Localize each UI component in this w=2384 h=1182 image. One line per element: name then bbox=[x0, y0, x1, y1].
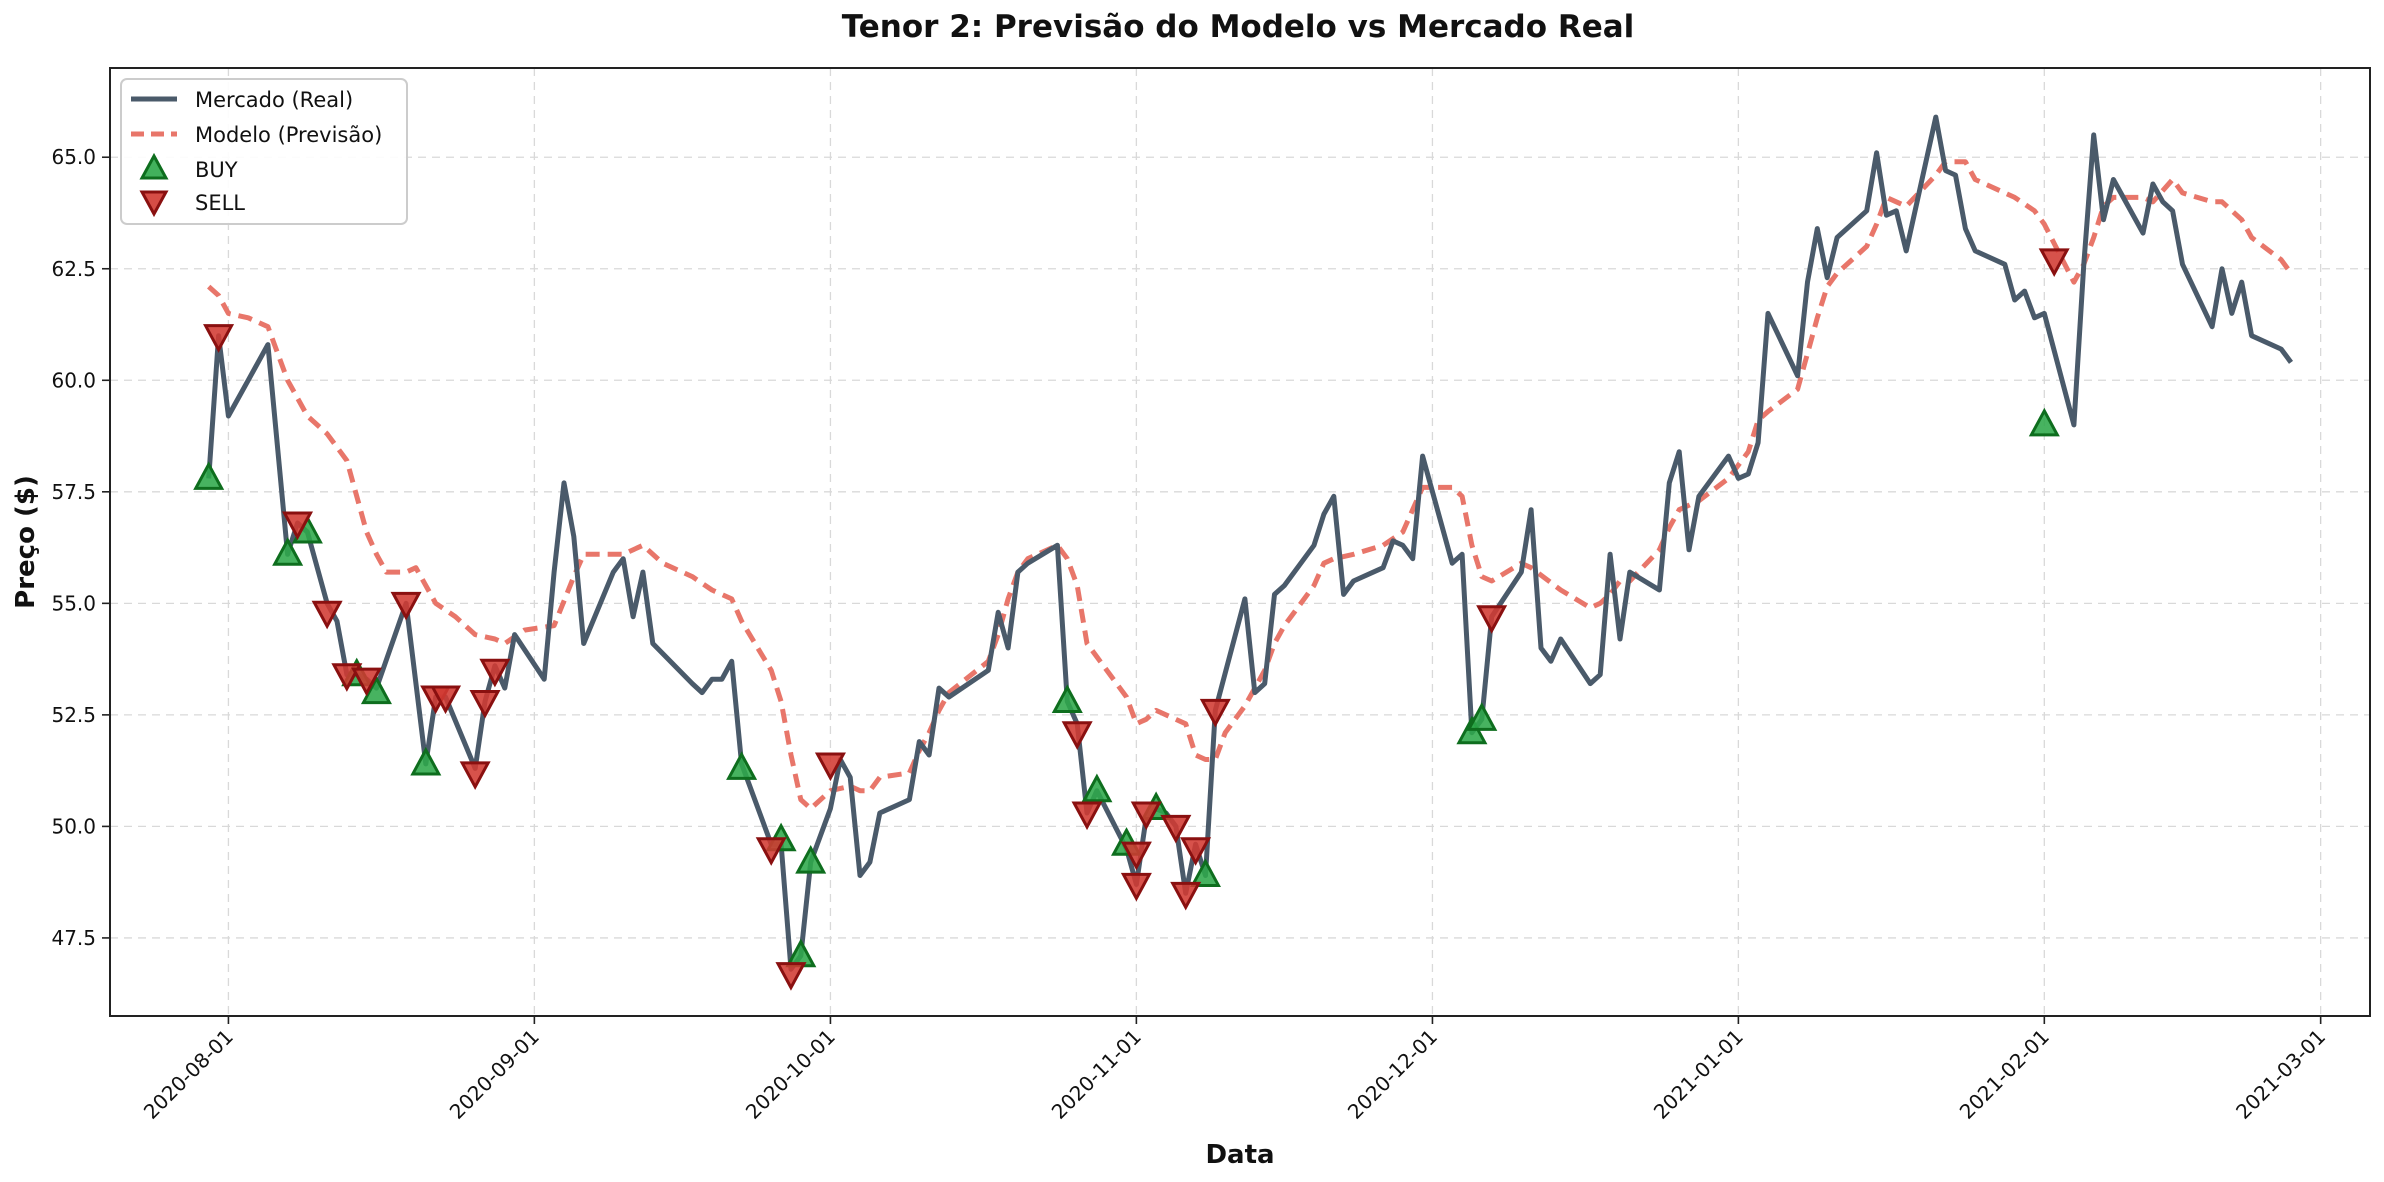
sell-signal-marker bbox=[1061, 721, 1093, 750]
signal-markers-layer bbox=[193, 248, 2070, 991]
chart-title: Tenor 2: Previsão do Modelo vs Mercado R… bbox=[842, 9, 1635, 45]
sell-signal-marker bbox=[1180, 837, 1212, 866]
y-tick-label: 65.0 bbox=[51, 145, 96, 169]
sell-signal-marker bbox=[459, 761, 491, 791]
sell-signal-marker bbox=[390, 591, 422, 621]
sell-signal-marker bbox=[203, 324, 235, 353]
sell-signal-marker bbox=[1130, 801, 1162, 831]
buy-signal-marker bbox=[410, 746, 442, 776]
sell-signal-marker bbox=[775, 962, 807, 991]
model-forecast-line bbox=[207, 159, 2294, 812]
sell-signal-marker bbox=[1071, 801, 1103, 831]
buy-signal-marker bbox=[360, 675, 392, 705]
legend-sell-label: SELL bbox=[195, 191, 245, 215]
sell-signal-marker bbox=[479, 658, 511, 688]
sell-signal-marker bbox=[814, 752, 846, 782]
sell-signal-marker bbox=[755, 837, 787, 866]
y-axis-label: Preço ($) bbox=[11, 475, 41, 609]
legend-buy-marker bbox=[139, 152, 169, 180]
buy-signal-marker bbox=[1189, 858, 1221, 887]
sell-signal-marker bbox=[430, 685, 462, 715]
sell-signal-marker bbox=[351, 667, 383, 697]
legend-model-label: Modelo (Previsão) bbox=[195, 123, 382, 147]
sell-signal-marker bbox=[281, 511, 314, 541]
sell-signal-marker bbox=[469, 689, 501, 719]
legend-buy-label: BUY bbox=[195, 158, 238, 182]
legend-sell-marker bbox=[139, 190, 169, 218]
y-tick-label: 60.0 bbox=[51, 368, 96, 392]
y-tick-label: 55.0 bbox=[51, 591, 96, 615]
buy-signal-marker bbox=[2028, 407, 2060, 437]
y-tick-label: 47.5 bbox=[51, 926, 96, 950]
buy-signal-marker bbox=[272, 537, 304, 566]
market-price-line bbox=[206, 114, 2294, 972]
x-axis-label: Data bbox=[1205, 1140, 1274, 1170]
sell-signal-marker bbox=[1199, 698, 1231, 728]
sell-signal-marker bbox=[1170, 881, 1202, 911]
sell-signal-marker bbox=[1160, 814, 1192, 844]
sell-signal-marker bbox=[1120, 841, 1152, 871]
buy-signal-marker bbox=[726, 751, 758, 780]
sell-signal-marker bbox=[2038, 248, 2070, 277]
legend-market-label: Mercado (Real) bbox=[195, 88, 353, 112]
model-series-layer bbox=[207, 159, 2294, 812]
buy-signal-marker bbox=[1466, 702, 1498, 731]
buy-signal-marker bbox=[795, 844, 827, 874]
legend-box bbox=[120, 78, 408, 225]
buy-signal-marker bbox=[193, 461, 225, 490]
buy-signal-marker bbox=[1051, 684, 1083, 713]
sell-signal-marker bbox=[1120, 872, 1152, 902]
y-tick-label: 57.5 bbox=[51, 480, 96, 504]
sell-signal-marker bbox=[1476, 605, 1508, 634]
y-tick-label: 52.5 bbox=[51, 703, 96, 727]
y-tick-label: 62.5 bbox=[51, 257, 96, 281]
legend: Mercado (Real) Modelo (Previsão) BUY SEL… bbox=[120, 78, 408, 225]
sell-signal-marker bbox=[311, 600, 343, 630]
market-series-layer bbox=[206, 114, 2294, 972]
plot-frame bbox=[109, 67, 2371, 1017]
buy-signal-marker bbox=[1081, 773, 1113, 803]
y-axis-ticks: 47.5 50.0 52.5 55.0 57.5 60.0 62.5 65.0 bbox=[51, 145, 110, 950]
y-tick-label: 50.0 bbox=[51, 814, 96, 838]
